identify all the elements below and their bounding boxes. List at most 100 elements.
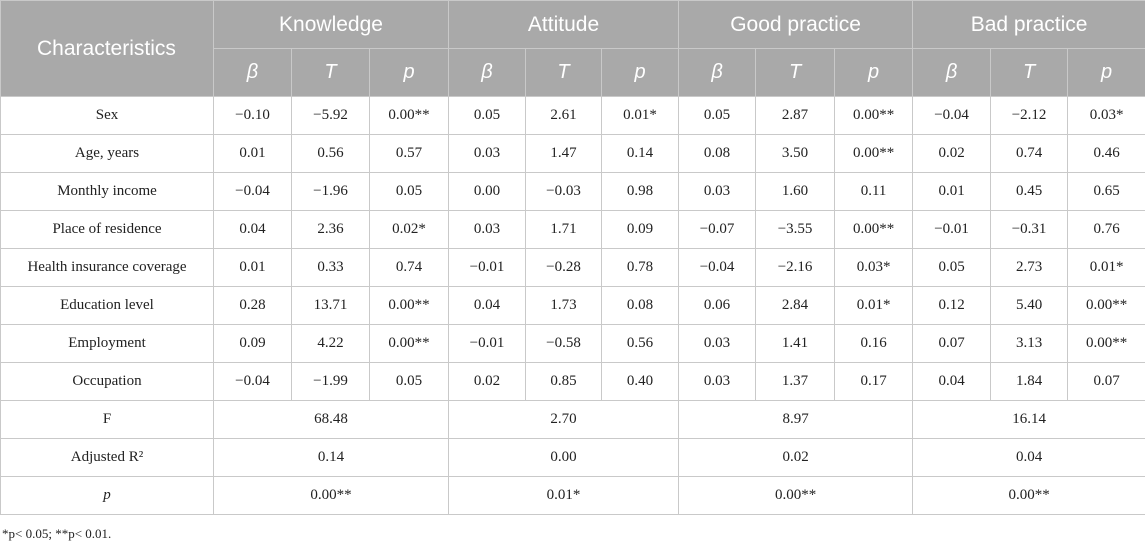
table-cell: 0.76 — [1067, 210, 1145, 249]
table-cell: 0.00** — [368, 96, 450, 135]
table-row: Place of residence 0.04 2.36 0.02* 0.03 1.71 0… — [0, 210, 1145, 249]
table-cell: 1.71 — [525, 210, 603, 249]
header-good-practice: Good practice — [678, 0, 914, 49]
table-cell: 0.11 — [834, 172, 914, 211]
summary-cell: 68.48 — [212, 400, 450, 439]
subheader-t: T — [990, 48, 1069, 97]
table-cell: −0.07 — [678, 210, 757, 249]
summary-cell: 2.70 — [448, 400, 680, 439]
table-cell: 0.00 — [448, 172, 527, 211]
subheader-beta: β — [448, 48, 527, 97]
table-cell: −0.04 — [213, 172, 292, 211]
header-attitude: Attitude — [448, 0, 680, 49]
table-cell: −1.99 — [291, 362, 370, 401]
table-row: Sex −0.10 −5.92 0.00** 0.05 2.61 0.01* 0.05 2.87… — [0, 96, 1145, 135]
table-cell: 0.03* — [834, 248, 914, 287]
table-cell: −0.58 — [525, 324, 603, 363]
table-cell: 4.22 — [291, 324, 370, 363]
summary-label: Adjusted R² — [0, 438, 214, 477]
table-cell: 0.09 — [601, 210, 680, 249]
table-cell: 2.84 — [755, 286, 836, 325]
table-cell: 0.05 — [678, 96, 757, 135]
table-cell: 0.08 — [601, 286, 680, 325]
table-cell: −0.28 — [525, 248, 603, 287]
table-cell: 0.05 — [368, 172, 450, 211]
table-cell: 2.73 — [990, 248, 1069, 287]
table-cell: 0.78 — [601, 248, 680, 287]
table-cell: 0.65 — [1067, 172, 1145, 211]
table-cell: 2.36 — [291, 210, 370, 249]
summary-cell: 16.14 — [912, 400, 1145, 439]
table-cell: 0.74 — [990, 134, 1069, 173]
table-cell: −0.01 — [448, 324, 527, 363]
table-cell: 0.01 — [213, 134, 292, 173]
subheader-p: p — [1067, 48, 1145, 97]
subheader-p: p — [601, 48, 680, 97]
table-cell: 0.00** — [834, 134, 914, 173]
footnote-text: *p< 0.05; **p< 0.01. — [2, 526, 112, 541]
summary-cell: 0.00** — [212, 476, 450, 515]
table-cell: 0.01 — [213, 248, 292, 287]
table-cell: −2.16 — [755, 248, 836, 287]
table-cell: 0.02 — [912, 134, 992, 173]
table-cell: 0.00** — [1067, 286, 1145, 325]
table-cell: 0.01* — [834, 286, 914, 325]
table-cell: 0.03 — [678, 172, 757, 211]
table-cell: 0.00** — [368, 286, 450, 325]
table-cell: 3.50 — [755, 134, 836, 173]
table-cell: 0.85 — [525, 362, 603, 401]
table-cell: 0.45 — [990, 172, 1069, 211]
table-cell: 0.03 — [448, 210, 527, 249]
subheader-t: T — [525, 48, 603, 97]
table-cell: 1.60 — [755, 172, 836, 211]
table-cell: 0.00** — [834, 210, 914, 249]
table-cell: 0.02* — [368, 210, 450, 249]
table-cell: 0.04 — [213, 210, 292, 249]
subheader-t: T — [755, 48, 836, 97]
row-label: Age, years — [0, 134, 214, 173]
table-cell: −0.04 — [213, 362, 292, 401]
summary-cell: 0.00 — [448, 438, 680, 477]
subheader-beta: β — [213, 48, 292, 97]
table-cell: 1.84 — [990, 362, 1069, 401]
table-cell: −3.55 — [755, 210, 836, 249]
table-cell: 0.56 — [601, 324, 680, 363]
table-cell: −0.03 — [525, 172, 603, 211]
table-cell: 0.46 — [1067, 134, 1145, 173]
subheader-p: p — [834, 48, 914, 97]
table-cell: −0.04 — [912, 96, 992, 135]
row-label: Education level — [0, 286, 214, 325]
row-label: Place of residence — [0, 210, 214, 249]
table-cell: 0.03 — [448, 134, 527, 173]
summary-cell: 0.00** — [678, 476, 914, 515]
table-row: Age, years 0.01 0.56 0.57 0.03 1.47 0.14 0.08 3.… — [0, 134, 1145, 173]
table-cell: −0.01 — [912, 210, 992, 249]
summary-row: Adjusted R² 0.14 0.00 0.02 0.04 — [0, 438, 1145, 477]
table-cell: 0.00** — [368, 324, 450, 363]
table-cell: 0.04 — [448, 286, 527, 325]
table-cell: 0.98 — [601, 172, 680, 211]
summary-cell: 0.14 — [212, 438, 450, 477]
table-cell: 0.01* — [1067, 248, 1145, 287]
table-cell: 0.28 — [213, 286, 292, 325]
row-label: Occupation — [0, 362, 214, 401]
row-label: Health insurance coverage — [0, 248, 214, 287]
header-knowledge: Knowledge — [212, 0, 450, 49]
table-cell: 0.12 — [912, 286, 992, 325]
summary-cell: 0.04 — [912, 438, 1145, 477]
table-footnote: *p< 0.05; **p< 0.01. — [2, 526, 111, 542]
table-cell: 1.41 — [755, 324, 836, 363]
regression-table: Characteristics Knowledge Attitude Good … — [0, 0, 1145, 515]
table-row: Education level 0.28 13.71 0.00** 0.04 1.73 0.… — [0, 286, 1145, 325]
table-cell: 0.08 — [678, 134, 757, 173]
table-cell: 0.03 — [678, 324, 757, 363]
table-row: Employment 0.09 4.22 0.00** −0.01 −0.58 0.56 0.… — [0, 324, 1145, 363]
subheader-t: T — [291, 48, 370, 97]
table-cell: −1.96 — [291, 172, 370, 211]
subheader-beta: β — [678, 48, 757, 97]
table-cell: 0.07 — [1067, 362, 1145, 401]
table-cell: −0.01 — [448, 248, 527, 287]
subheader-beta: β — [912, 48, 992, 97]
table-cell: 0.03* — [1067, 96, 1145, 135]
table-row: Occupation −0.04 −1.99 0.05 0.02 0.85 0.40 0.03… — [0, 362, 1145, 401]
